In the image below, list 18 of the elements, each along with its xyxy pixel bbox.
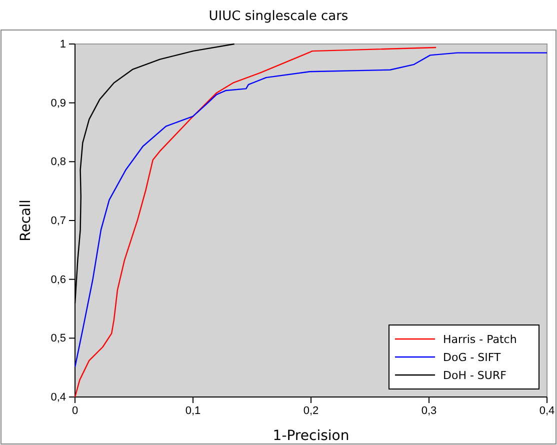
x-tick-label: 0,2 bbox=[303, 404, 319, 417]
x-axis-title: 1-Precision bbox=[272, 428, 350, 444]
x-tick-label: 0,3 bbox=[421, 404, 437, 417]
y-axis-title: Recall bbox=[18, 200, 34, 242]
legend-label: Harris - Patch bbox=[443, 333, 517, 346]
x-tick-label: 0 bbox=[72, 404, 78, 417]
chart-title: UIUC singlescale cars bbox=[208, 9, 348, 24]
y-tick-label: 1 bbox=[60, 38, 66, 51]
y-tick-label: 0,5 bbox=[50, 332, 66, 345]
y-tick-label: 0,8 bbox=[50, 156, 66, 168]
x-tick-label: 0,4 bbox=[539, 404, 555, 417]
y-tick-label: 0,9 bbox=[50, 97, 66, 110]
x-tick-label: 0,1 bbox=[185, 404, 201, 417]
y-tick-label: 0,7 bbox=[50, 215, 66, 228]
y-tick-label: 0,6 bbox=[50, 274, 66, 286]
y-tick-label: 0,4 bbox=[50, 392, 66, 404]
legend-label: DoH - SURF bbox=[443, 369, 506, 382]
legend-label: DoG - SIFT bbox=[443, 351, 502, 364]
